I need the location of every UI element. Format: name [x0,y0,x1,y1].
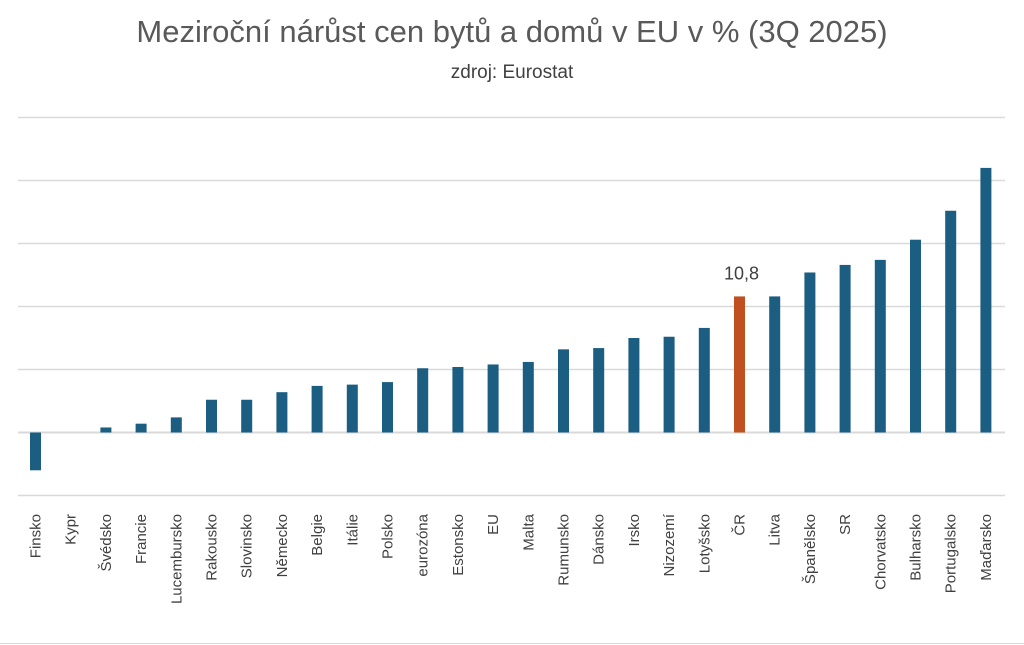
bar-Dánsko [593,348,605,433]
bar-eurozóna [417,368,429,433]
bar-Chorvatsko [874,259,886,433]
x-tick-label: Bulharsko [908,514,925,581]
bar-Bulharsko [910,239,921,433]
bar-Irsko [628,338,640,433]
bar-Finsko [30,432,41,471]
x-tick-label: Estonsko [450,514,467,576]
bar-Rumunsko [558,349,569,433]
bar-Francie [135,423,147,433]
bottom-border [0,643,1024,644]
bar-Belgie [311,385,323,433]
x-tick-label: Polsko [380,514,397,559]
bar-Estonsko [452,366,464,433]
chart-title: Meziroční nárůst cen bytů a domů v EU v … [136,14,888,49]
x-tick-label: Německo [274,514,291,577]
bar-SR [839,264,851,433]
x-tick-label: Španělsko [802,514,819,584]
x-tick-label: Lotyšsko [696,514,713,573]
bar-Portugalsko [945,210,957,433]
x-tick-label: Maďarsko [978,514,995,581]
x-tick-label: Rumunsko [556,514,573,586]
x-tick-label: Rakousko [204,514,221,581]
x-tick-label: Slovinsko [239,514,256,578]
x-tick-label: Irsko [626,514,643,547]
x-tick-label: Litva [767,513,784,545]
bar-Maďarsko [980,167,992,433]
bar-Polsko [382,382,393,433]
x-tick-label: ČR [732,514,749,536]
x-tick-label: Chorvatsko [872,514,889,590]
bar-Malta [522,361,534,433]
bar-EU [487,364,499,433]
bar-Slovinsko [241,399,253,433]
bar-Německo [276,392,288,433]
bar-Španělsko [804,272,816,433]
x-tick-label: Malta [520,513,537,550]
x-tick-label: Finsko [28,514,45,558]
x-tick-label: Itálie [344,514,361,546]
x-tick-label: Lucembursko [168,514,185,604]
bar-Rakousko [206,399,217,433]
bar-Lotyšsko [698,327,710,433]
bar-ČR [734,296,745,433]
x-tick-label: SR [837,514,854,535]
bar-Litva [769,296,781,433]
x-tick-label: Kypr [63,514,80,545]
bar-Lucembursko [170,417,182,433]
x-tick-label: EU [485,514,502,535]
x-tick-label: Švédsko [98,514,115,572]
x-tick-label: Dánsko [591,514,608,565]
bar-Nizozemí [663,336,675,433]
x-tick-label: Francie [133,514,150,564]
bar-Švédsko [100,427,112,433]
x-tick-label: Nizozemí [661,513,678,576]
x-tick-label: Belgie [309,514,326,556]
data-label: 10,8 [724,263,759,283]
bar-Itálie [346,384,358,433]
x-tick-label: Portugalsko [943,514,960,593]
chart-subtitle: zdroj: Eurostat [450,62,574,83]
x-tick-label: eurozóna [415,513,432,576]
